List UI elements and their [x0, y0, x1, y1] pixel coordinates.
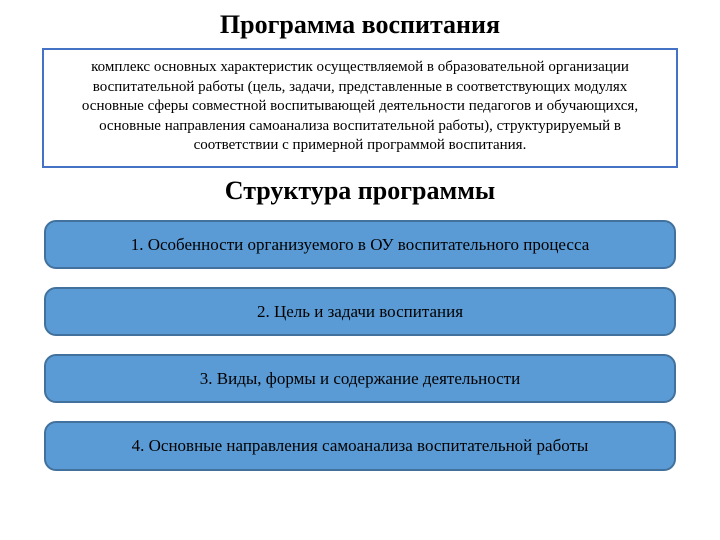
structure-item: 4. Основные направления самоанализа восп…: [44, 421, 676, 470]
description-text: комплекс основных характеристик осуществ…: [60, 58, 660, 156]
structure-list: 1. Особенности организуемого в ОУ воспит…: [42, 220, 678, 471]
page-title: Программа воспитания: [42, 10, 678, 40]
description-panel: комплекс основных характеристик осуществ…: [42, 48, 678, 168]
section-subtitle: Структура программы: [42, 176, 678, 206]
structure-item: 1. Особенности организуемого в ОУ воспит…: [44, 220, 676, 269]
structure-item: 2. Цель и задачи воспитания: [44, 287, 676, 336]
structure-item: 3. Виды, формы и содержание деятельности: [44, 354, 676, 403]
slide-page: Программа воспитания комплекс основных х…: [0, 0, 720, 540]
